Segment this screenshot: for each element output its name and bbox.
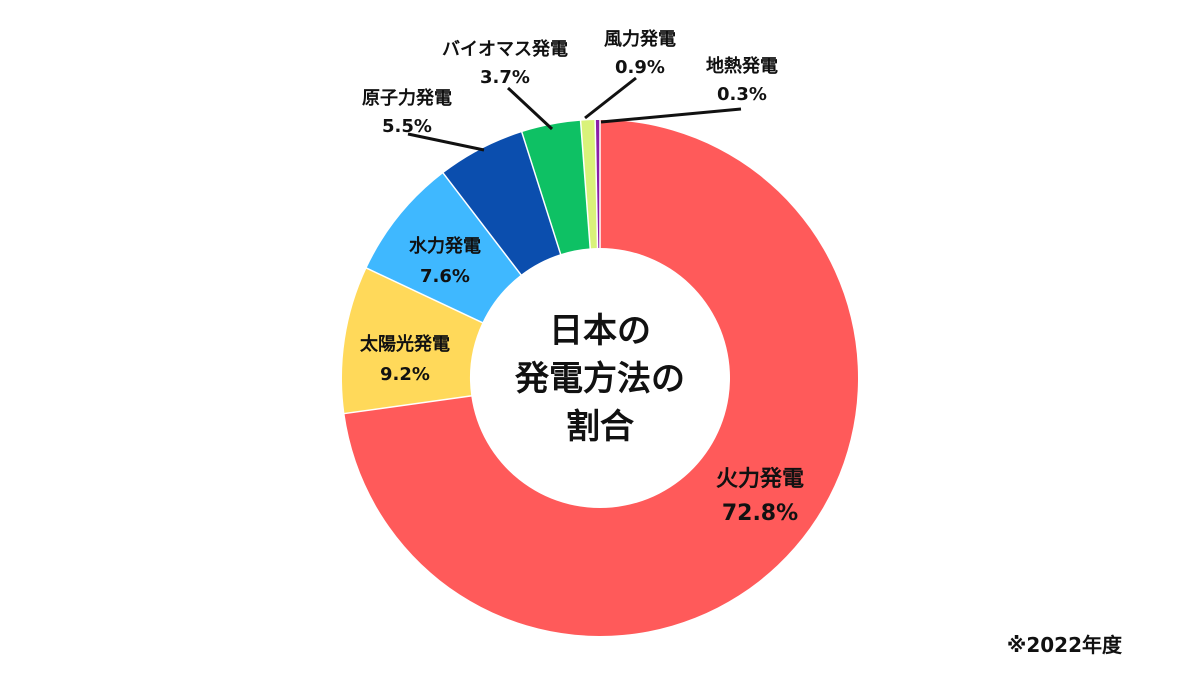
slice-label-name: 水力発電 <box>409 235 481 257</box>
slice-label-name: 火力発電 <box>716 467 804 492</box>
slice-3 <box>366 173 521 323</box>
slice-label-value: 7.6% <box>420 266 470 287</box>
slice-5 <box>521 120 591 255</box>
slice-4 <box>443 132 561 275</box>
slice-separator <box>365 267 484 324</box>
slice-separator <box>594 119 599 250</box>
leader-line <box>584 76 637 120</box>
slice-label-value: 72.8% <box>722 501 798 526</box>
slice-2 <box>342 268 483 414</box>
slice-6 <box>580 120 598 249</box>
center-title-line: 割合 <box>566 407 634 447</box>
slice-label-name: 風力発電 <box>604 28 676 50</box>
leader-line <box>506 86 554 131</box>
slice-separator <box>441 171 523 277</box>
slice-separator <box>520 130 562 256</box>
donut-slices <box>342 119 859 636</box>
slice-label-name: 地熱発電 <box>706 55 778 77</box>
slice-1 <box>344 120 859 636</box>
slice-label-name: 太陽光発電 <box>360 333 450 355</box>
slice-label-value: 5.5% <box>382 116 432 137</box>
center-title-line: 日本の <box>549 311 651 351</box>
leader-line <box>407 132 485 152</box>
slice-label-name: 原子力発電 <box>362 87 452 109</box>
year-note: ※2022年度 <box>1006 633 1122 657</box>
leader-line <box>600 107 742 124</box>
slice-label-value: 3.7% <box>480 67 530 88</box>
leader-lines <box>407 76 742 152</box>
slice-label-value: 9.2% <box>380 364 430 385</box>
slice-separator <box>343 395 473 415</box>
slice-labels: 火力発電 72.8% 太陽光発電 9.2% 水力発電 7.6% 原子力発電 5.5% バイオマス… <box>360 28 804 526</box>
center-title-line: 発電方法の <box>515 359 685 399</box>
slice-separator <box>579 119 592 250</box>
slice-label-value: 0.3% <box>717 84 767 105</box>
slice-label-value: 0.9% <box>615 57 665 78</box>
slice-label-name: バイオマス発電 <box>442 38 568 60</box>
